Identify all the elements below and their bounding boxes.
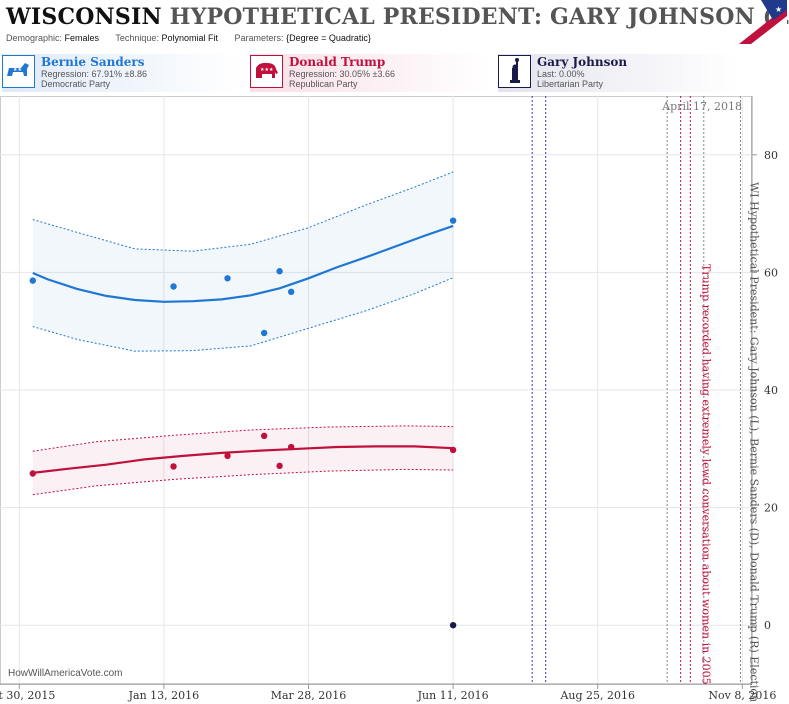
x-tick-label: Mar 28, 2016	[271, 689, 347, 702]
data-points	[29, 217, 457, 629]
donkey-icon: ★★	[2, 55, 35, 88]
legend: ★★ Bernie Sanders Regression: 67.91% ±8.…	[0, 54, 789, 94]
gary-johnson-point	[449, 622, 457, 629]
donald-trump-point	[449, 446, 457, 454]
svg-text:★: ★	[775, 5, 782, 14]
bernie-sanders-fit-line	[32, 224, 454, 303]
y-tick-label: 60	[764, 266, 778, 279]
bernie-sanders-band	[32, 171, 454, 352]
y-tick-label: 40	[764, 384, 778, 397]
event-lines	[531, 96, 741, 684]
x-tick-label: Jan 13, 2016	[128, 689, 200, 702]
donald-trump-point	[276, 462, 283, 470]
x-tick-label: Nov 8, 2016	[708, 689, 776, 702]
y-tick-label: 0	[764, 619, 771, 632]
donald-trump-lower-bound	[32, 468, 454, 496]
legend-name-trump: Donald Trump	[289, 55, 386, 69]
grid-lines	[0, 96, 752, 685]
legend-item-sanders: ★★ Bernie Sanders Regression: 67.91% ±8.…	[2, 54, 242, 92]
fit-lines	[32, 224, 454, 474]
elephant-icon: ★★★	[250, 55, 283, 88]
legend-name-johnson: Gary Johnson	[537, 55, 628, 69]
donald-trump-point	[287, 443, 295, 451]
legend-item-johnson: Gary Johnson Last: 0.00% Libertarian Par…	[498, 54, 738, 92]
title-rest: HYPOTHETICAL PRESIDENT: GARY JOHNSON (L)…	[169, 4, 789, 30]
legend-regression-sanders: Regression: 67.91% ±8.86	[41, 69, 148, 79]
legend-name-sanders: Bernie Sanders	[41, 55, 145, 69]
legend-party-johnson: Libertarian Party	[537, 79, 604, 89]
technique-label: Technique:	[115, 33, 159, 43]
bernie-sanders-point	[260, 329, 268, 337]
date-label: April 17, 2018	[661, 100, 742, 113]
bernie-sanders-point	[449, 217, 457, 224]
demographic-label: Demographic:	[6, 33, 63, 43]
legend-regression-trump: Regression: 30.05% ±3.66	[289, 69, 396, 79]
donald-trump-point	[224, 452, 231, 460]
donald-trump-upper-bound	[32, 425, 454, 452]
bernie-sanders-point	[276, 268, 283, 275]
chart-title: WISCONSIN HYPOTHETICAL PRESIDENT: GARY J…	[6, 4, 789, 30]
donald-trump-point	[170, 463, 177, 470]
svg-text:★★★: ★★★	[260, 67, 274, 73]
donald-trump-fit-line	[32, 445, 454, 474]
bernie-sanders-point	[29, 277, 36, 284]
bernie-sanders-point	[170, 283, 177, 290]
chart-header: WISCONSIN HYPOTHETICAL PRESIDENT: GARY J…	[0, 0, 789, 48]
plot-area: Oct 30, 2015 Jan 13, 2016 Mar 28, 2016 Jun …	[0, 96, 778, 702]
y-tick-label: 80	[764, 149, 778, 162]
flag-logo-icon: ★	[739, 0, 787, 44]
chart-subtitle: Demographic: Females Technique: Polynomi…	[6, 33, 385, 43]
x-tick-label: Aug 25, 2016	[559, 689, 635, 702]
title-state: WISCONSIN	[6, 4, 162, 30]
legend-party-trump: Republican Party	[289, 79, 358, 89]
y-tick-label: 20	[764, 502, 778, 515]
bernie-sanders-point	[287, 288, 295, 296]
legend-party-sanders: Democratic Party	[41, 79, 111, 89]
event-annotation: Trump recorded having extremely lewd con…	[699, 264, 712, 685]
bernie-sanders-point	[224, 275, 231, 282]
donald-trump-band	[32, 425, 454, 495]
legend-item-trump: ★★★ Donald Trump Regression: 30.05% ±3.6…	[250, 54, 490, 92]
parameters-value: {Degree = Quadratic}	[286, 33, 371, 43]
svg-text:★★: ★★	[13, 67, 22, 73]
footer-site: HowWillAmericaVote.com	[8, 668, 123, 679]
parameters-label: Parameters:	[234, 33, 284, 43]
donald-trump-point	[29, 470, 36, 477]
axes: Oct 30, 2015 Jan 13, 2016 Mar 28, 2016 Jun …	[0, 96, 778, 702]
confidence-bands	[32, 171, 454, 496]
bernie-sanders-lower-bound	[32, 277, 454, 352]
right-axis-title: WI Hypothetical President: Gary Johnson …	[747, 182, 760, 702]
x-tick-label: Jun 11, 2016	[417, 689, 489, 702]
statue-of-liberty-icon	[498, 55, 531, 88]
donald-trump-point	[260, 432, 268, 440]
x-tick-label: Oct 30, 2015	[0, 689, 55, 702]
demographic-value: Females	[64, 33, 100, 43]
legend-last-johnson: Last: 0.00%	[537, 69, 585, 79]
technique-value: Polynomial Fit	[161, 33, 218, 43]
